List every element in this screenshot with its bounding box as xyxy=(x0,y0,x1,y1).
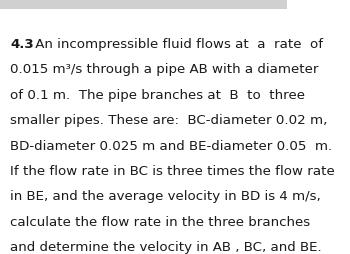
Text: 4.3: 4.3 xyxy=(10,38,34,51)
Text: of 0.1 m.  The pipe branches at  B  to  three: of 0.1 m. The pipe branches at B to thre… xyxy=(10,88,305,101)
Text: An incompressible fluid flows at  a  rate  of: An incompressible fluid flows at a rate … xyxy=(31,38,323,51)
Text: in BE, and the average velocity in BD is 4 m/s,: in BE, and the average velocity in BD is… xyxy=(10,189,321,202)
Text: 0.015 m³/s through a pipe AB with a diameter: 0.015 m³/s through a pipe AB with a diam… xyxy=(10,63,318,76)
Text: BD-diameter 0.025 m and BE-diameter 0.05  m.: BD-diameter 0.025 m and BE-diameter 0.05… xyxy=(10,139,332,152)
Text: calculate the flow rate in the three branches: calculate the flow rate in the three bra… xyxy=(10,215,310,228)
FancyBboxPatch shape xyxy=(0,0,287,10)
Text: and determine the velocity in AB , BC, and BE.: and determine the velocity in AB , BC, a… xyxy=(10,240,322,253)
Text: smaller pipes. These are:  BC-diameter 0.02 m,: smaller pipes. These are: BC-diameter 0.… xyxy=(10,114,327,127)
Text: If the flow rate in BC is three times the flow rate: If the flow rate in BC is three times th… xyxy=(10,164,335,177)
